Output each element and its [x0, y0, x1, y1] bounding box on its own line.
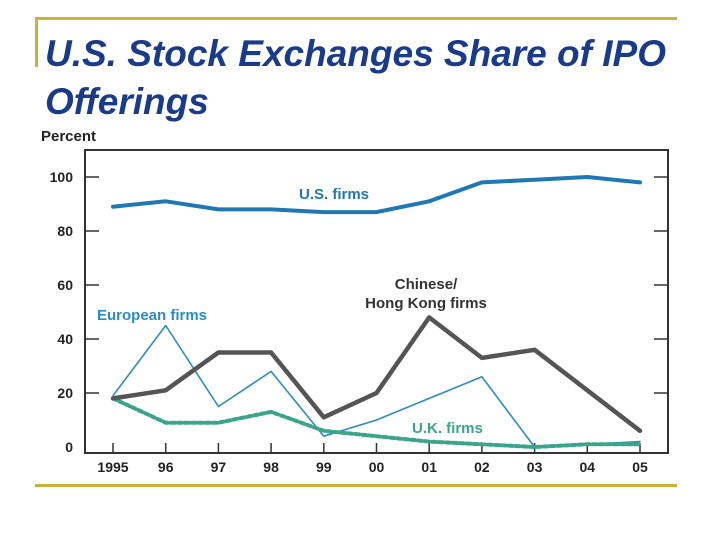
y-tick-label: 80	[57, 223, 73, 239]
y-axis-label: Percent	[41, 128, 96, 145]
legend-label-line: European firms	[97, 307, 207, 324]
legend-label-line: Chinese/	[395, 276, 458, 293]
slide-frame-top	[35, 17, 677, 20]
x-tick-label: 02	[474, 459, 490, 475]
x-tick-label: 05	[632, 459, 648, 475]
y-tick-label: 40	[57, 331, 73, 347]
legend-label-european: European firms	[97, 307, 207, 324]
series-line-chinese	[110, 315, 643, 434]
x-tick-label: 03	[527, 459, 543, 475]
x-tick-label: 96	[158, 459, 174, 475]
x-tick-label: 00	[369, 459, 385, 475]
x-tick-label: 97	[211, 459, 227, 475]
legend-label-line: U.K. firms	[412, 420, 483, 437]
y-tick-label: 20	[57, 385, 73, 401]
x-tick-label: 99	[316, 459, 332, 475]
y-tick-label: 0	[65, 439, 73, 455]
series-line-european	[112, 324, 641, 448]
series-line-uk	[111, 396, 642, 449]
y-tick-label: 60	[57, 277, 73, 293]
x-tick-label: 1995	[97, 459, 128, 475]
series-line-us	[111, 175, 642, 215]
legend-label-chinese: Chinese/Hong Kong firms	[365, 276, 487, 312]
legend-label-line: Hong Kong firms	[365, 295, 487, 312]
x-tick-label: 01	[421, 459, 437, 475]
legend-label-us: U.S. firms	[299, 186, 369, 203]
y-tick-label: 100	[50, 169, 74, 185]
slide-frame-left	[35, 17, 38, 67]
slide-frame-bottom	[35, 484, 677, 487]
legend-label-uk: U.K. firms	[412, 420, 483, 437]
x-tick-label: 98	[263, 459, 279, 475]
legend-label-line: U.S. firms	[299, 186, 369, 203]
x-tick-label: 04	[580, 459, 596, 475]
slide-title: U.S. Stock Exchanges Share of IPO Offeri…	[45, 33, 666, 122]
